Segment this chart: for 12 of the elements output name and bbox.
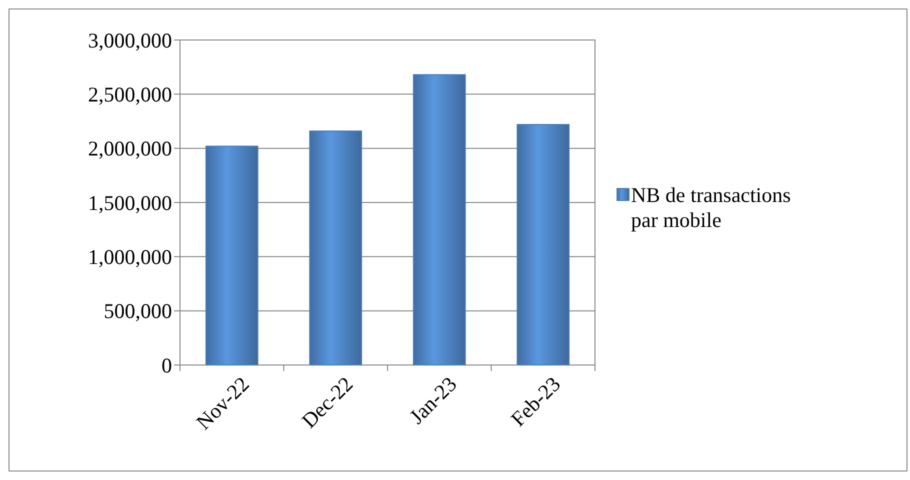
bar [516, 124, 570, 366]
y-tick-label: 1,500,000 [88, 190, 172, 215]
y-tick-label: 1,000,000 [88, 245, 172, 270]
y-tick-label: 0 [162, 353, 172, 378]
legend-label: NB de transactions par mobile [631, 182, 791, 232]
y-tick-label: 3,000,000 [88, 28, 172, 52]
y-tick-label: 500,000 [104, 299, 172, 324]
y-tick-label: 2,500,000 [88, 82, 172, 107]
bar [205, 146, 258, 366]
bar [412, 74, 466, 366]
y-tick-label: 2,000,000 [88, 136, 172, 161]
bar [309, 130, 362, 366]
